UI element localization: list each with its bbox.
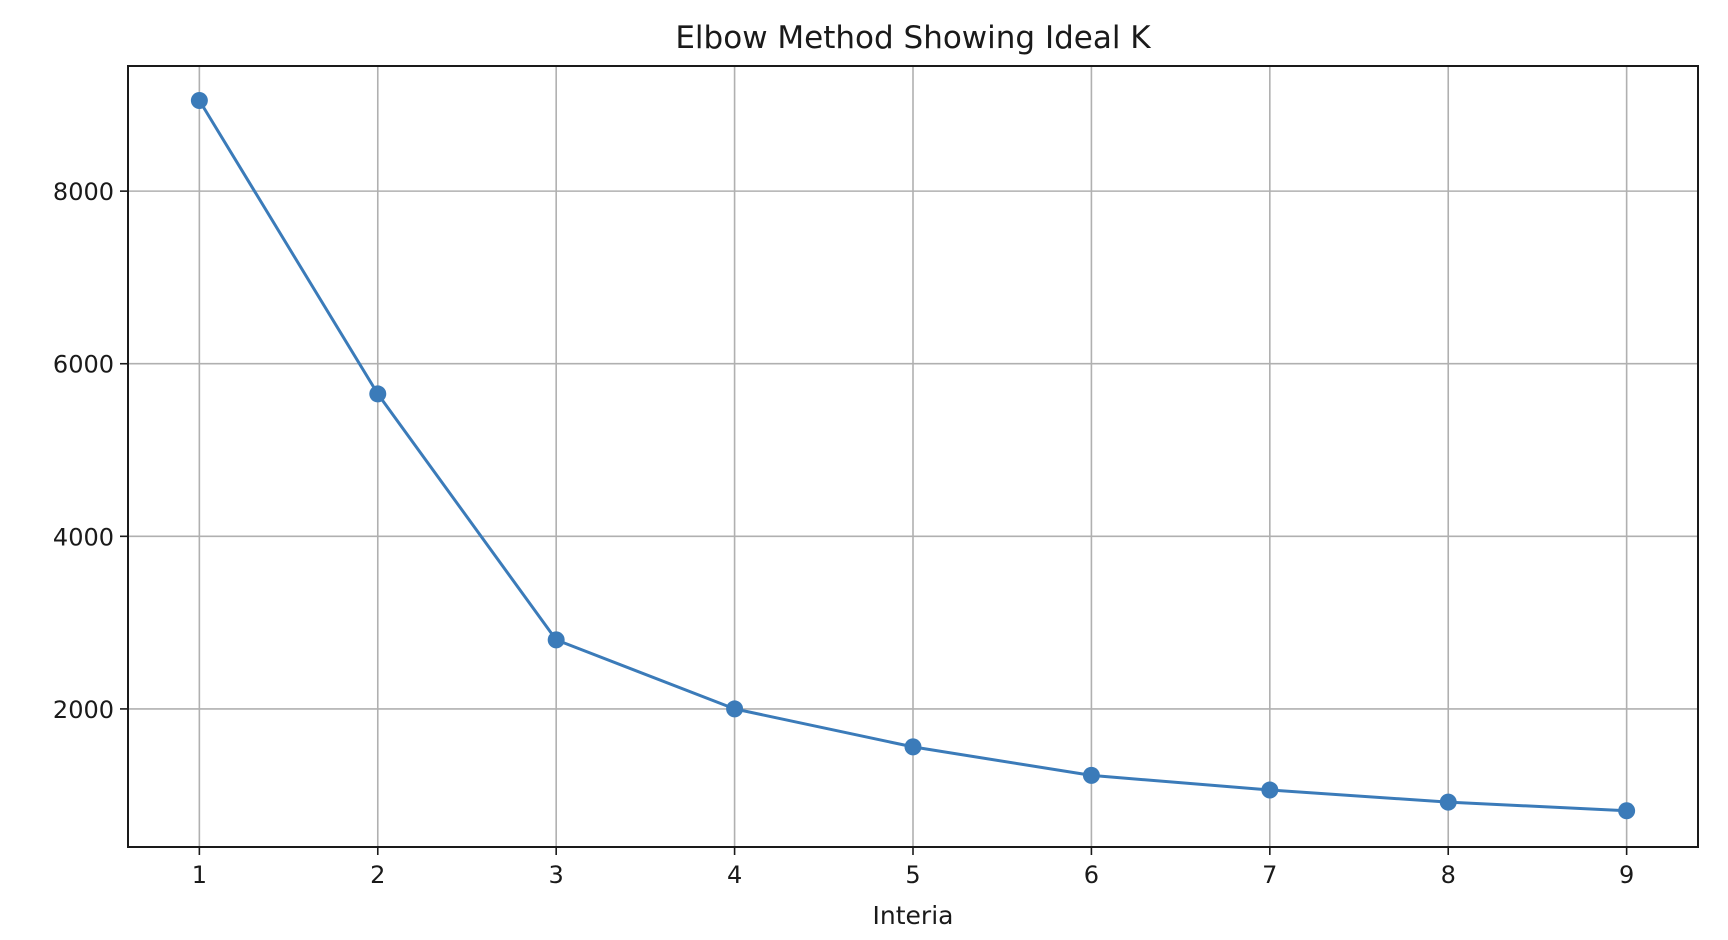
x-tick-label-7: 7 <box>1262 861 1277 889</box>
y-tick-label-4000: 4000 <box>53 523 114 551</box>
data-point-k4 <box>726 700 744 718</box>
data-point-k8 <box>1439 793 1457 811</box>
x-tick-label-3: 3 <box>549 861 564 889</box>
x-tick-label-1: 1 <box>192 861 207 889</box>
x-tick-label-6: 6 <box>1084 861 1099 889</box>
axis-ticks: 1 2 3 4 5 6 7 8 9 2000 4000 6000 8000 <box>53 178 1634 889</box>
x-tick-label-2: 2 <box>370 861 385 889</box>
data-point-k3 <box>547 631 565 649</box>
data-point-k5 <box>904 738 922 756</box>
y-tick-label-8000: 8000 <box>53 178 114 206</box>
y-tick-label-2000: 2000 <box>53 696 114 724</box>
data-point-k9 <box>1618 802 1636 820</box>
data-point-k7 <box>1261 781 1279 799</box>
data-point-k6 <box>1082 766 1100 784</box>
x-axis-label: Interia <box>873 901 954 930</box>
x-tick-label-4: 4 <box>727 861 742 889</box>
series-layer <box>190 92 1636 820</box>
y-tick-label-6000: 6000 <box>53 351 114 379</box>
chart-title: Elbow Method Showing Ideal K <box>675 20 1151 56</box>
x-tick-label-5: 5 <box>905 861 920 889</box>
x-tick-label-9: 9 <box>1619 861 1634 889</box>
data-point-k2 <box>369 385 387 403</box>
data-point-k1 <box>190 92 208 110</box>
x-tick-label-8: 8 <box>1441 861 1456 889</box>
grid-lines <box>128 66 1698 847</box>
